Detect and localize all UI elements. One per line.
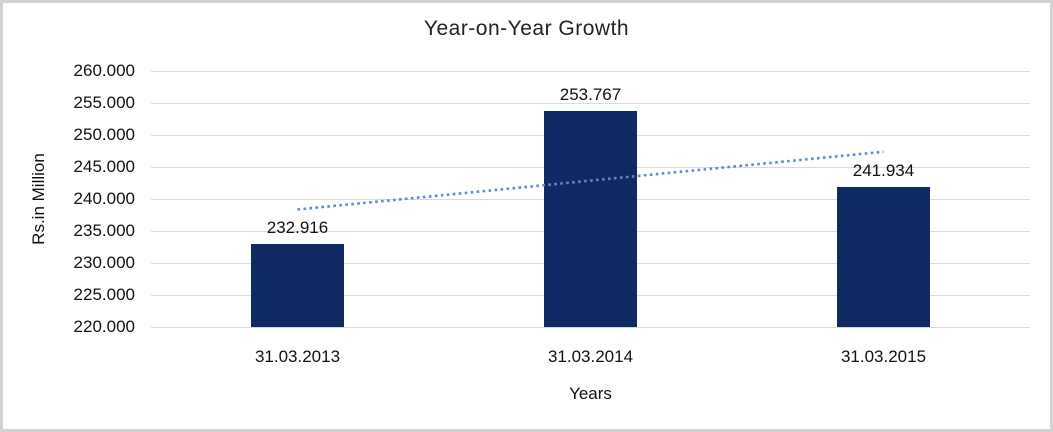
bar [837,186,930,327]
y-tick-label: 220.000 [73,317,135,336]
y-tick-label: 245.000 [73,157,135,176]
chart-title: Year-on-Year Growth [423,17,630,40]
y-tick-label: 230.000 [73,253,135,272]
y-tick-label: 250.000 [73,125,135,144]
y-tick-label: 235.000 [73,221,135,240]
gridline [151,102,1030,104]
bar [544,110,637,327]
x-axis-title: Years [569,384,612,403]
x-tick-label: 31.03.2015 [840,347,927,366]
bar-value-label: 241.934 [852,160,915,180]
y-tick-label: 240.000 [73,189,135,208]
y-tick-label: 225.000 [73,285,135,304]
y-tick-label: 260.000 [73,61,135,80]
y-tick-label: 255.000 [73,93,135,112]
bar [251,244,344,327]
x-tick-label: 31.03.2013 [254,347,341,366]
gridline [151,326,1030,328]
bar-value-label: 253.767 [559,84,622,104]
bar-value-label: 232.916 [266,218,329,238]
gridline [151,70,1030,72]
x-tick-label: 31.03.2014 [547,347,634,366]
